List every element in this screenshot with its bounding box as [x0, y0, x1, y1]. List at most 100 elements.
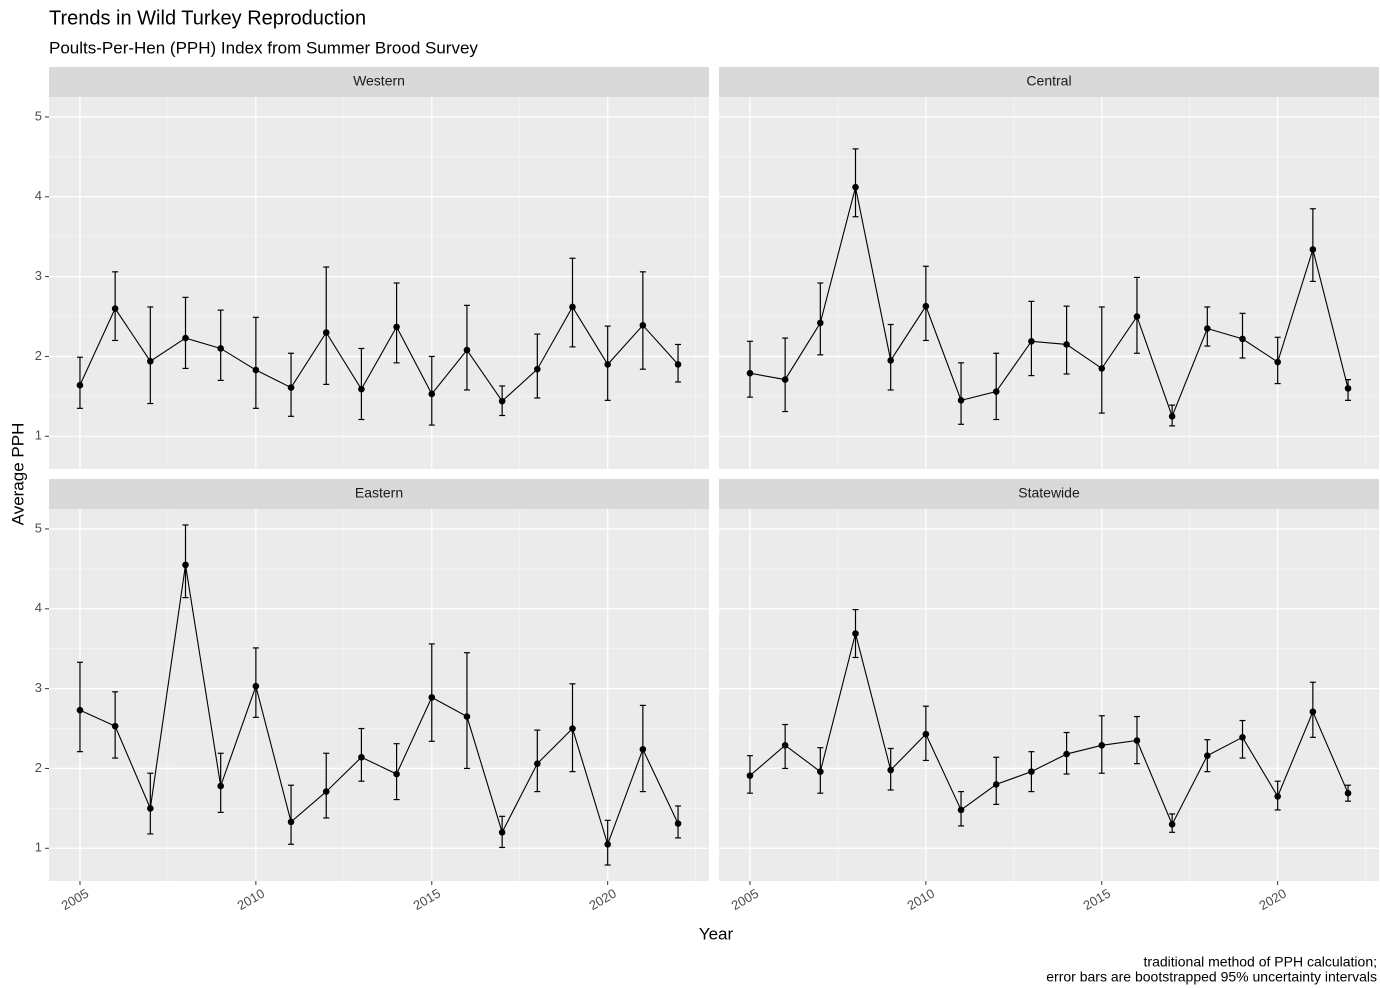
- error-bar: [639, 271, 646, 370]
- data-point: [922, 730, 930, 738]
- data-point: [887, 766, 894, 774]
- y-tick-label: 3: [35, 268, 42, 283]
- y-tick-label: 5: [35, 108, 42, 123]
- data-point: [358, 385, 365, 393]
- error-bar: [993, 352, 1000, 421]
- panel-background: [49, 509, 709, 881]
- data-point: [1204, 325, 1211, 332]
- strip: [719, 479, 1379, 509]
- error-bar: [958, 362, 965, 425]
- data-point: [781, 741, 789, 749]
- strip: [49, 479, 709, 509]
- caption: traditional method of PPH calculation;: [1144, 954, 1377, 970]
- y-tick-label: 2: [35, 760, 42, 775]
- data-point: [852, 630, 859, 637]
- data-point: [1239, 734, 1246, 741]
- error-bar: [817, 282, 824, 356]
- data-point: [463, 713, 471, 720]
- error-bar: [428, 643, 435, 742]
- data-point: [463, 346, 471, 354]
- y-tick-label: 4: [35, 188, 42, 203]
- facet-title: Central: [1026, 73, 1071, 89]
- x-tick-label: 2005: [729, 886, 762, 913]
- data-line: [79, 564, 679, 847]
- data-point: [569, 725, 576, 732]
- x-tick-label: 2005: [59, 886, 92, 913]
- x-tick-label: 2020: [586, 886, 619, 913]
- x-tick-label: 2010: [905, 886, 938, 913]
- panel-background: [49, 97, 709, 469]
- data-point: [1133, 737, 1141, 744]
- data-point: [1028, 768, 1035, 775]
- error-bar: [1309, 208, 1316, 283]
- caption: error bars are bootstrapped 95% uncertai…: [1046, 969, 1377, 985]
- data-point: [957, 397, 965, 404]
- error-bar: [182, 524, 189, 599]
- data-point: [287, 384, 295, 391]
- error-bar: [393, 282, 400, 364]
- data-point: [217, 345, 224, 352]
- data-point: [781, 376, 789, 383]
- data-point: [1344, 385, 1352, 392]
- data-point: [76, 381, 84, 389]
- data-point: [957, 806, 965, 814]
- data-point: [182, 334, 189, 342]
- data-point: [1098, 741, 1106, 749]
- data-point: [852, 183, 859, 191]
- data-point: [252, 682, 260, 690]
- data-line: [749, 187, 1349, 418]
- data-point: [111, 305, 119, 312]
- data-point: [111, 722, 119, 730]
- y-axis-title: Average PPH: [8, 423, 27, 526]
- data-point: [887, 357, 894, 364]
- chart-subtitle: Poults-Per-Hen (PPH) Index from Summer B…: [49, 38, 478, 57]
- y-tick-label: 1: [35, 840, 42, 855]
- data-point: [1063, 341, 1070, 348]
- data-point: [147, 357, 154, 365]
- data-point: [1168, 821, 1176, 828]
- data-point: [252, 366, 260, 374]
- y-tick-label: 2: [35, 348, 42, 363]
- data-point: [746, 369, 754, 377]
- data-point: [147, 805, 154, 812]
- data-point: [498, 829, 506, 836]
- panel-background: [719, 97, 1379, 469]
- x-tick-label: 2010: [235, 886, 268, 913]
- error-bar: [252, 316, 259, 409]
- data-point: [817, 319, 824, 327]
- data-point: [287, 818, 295, 826]
- data-point: [534, 365, 541, 373]
- data-point: [322, 788, 330, 795]
- error-bar: [358, 347, 365, 421]
- data-point: [569, 303, 576, 311]
- data-point: [992, 388, 1000, 395]
- data-point: [604, 361, 611, 368]
- x-tick-label: 2020: [1256, 886, 1289, 913]
- error-bar: [993, 756, 1000, 805]
- x-tick-label: 2015: [1080, 886, 1113, 913]
- data-point: [534, 760, 541, 767]
- data-point: [992, 781, 1000, 788]
- facet-title: Western: [353, 73, 405, 89]
- data-point: [393, 770, 400, 778]
- error-bar: [1098, 306, 1105, 414]
- error-bar: [746, 340, 753, 398]
- data-point: [1274, 358, 1281, 366]
- data-point: [76, 706, 84, 714]
- panel-background: [719, 509, 1379, 881]
- error-bar: [1063, 305, 1070, 375]
- facet-title: Statewide: [1018, 485, 1080, 501]
- data-point: [322, 329, 330, 336]
- data-point: [428, 694, 436, 701]
- data-point: [604, 840, 611, 848]
- error-bar: [463, 652, 470, 770]
- data-point: [639, 322, 647, 329]
- y-tick-label: 4: [35, 600, 42, 615]
- data-point: [1309, 708, 1317, 716]
- facet-title: Eastern: [355, 485, 403, 501]
- data-point: [182, 561, 189, 569]
- data-point: [674, 361, 682, 368]
- error-bar: [288, 784, 295, 845]
- chart-title: Trends in Wild Turkey Reproduction: [49, 7, 366, 29]
- error-bar: [323, 752, 330, 819]
